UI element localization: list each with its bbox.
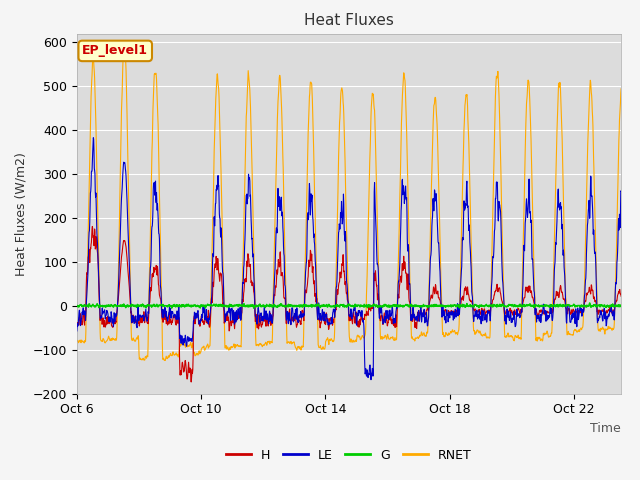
Y-axis label: Heat Fluxes (W/m2): Heat Fluxes (W/m2)	[14, 152, 27, 276]
Text: EP_level1: EP_level1	[82, 44, 148, 58]
X-axis label: Time: Time	[590, 422, 621, 435]
Legend: H, LE, G, RNET: H, LE, G, RNET	[221, 444, 476, 467]
Title: Heat Fluxes: Heat Fluxes	[304, 13, 394, 28]
